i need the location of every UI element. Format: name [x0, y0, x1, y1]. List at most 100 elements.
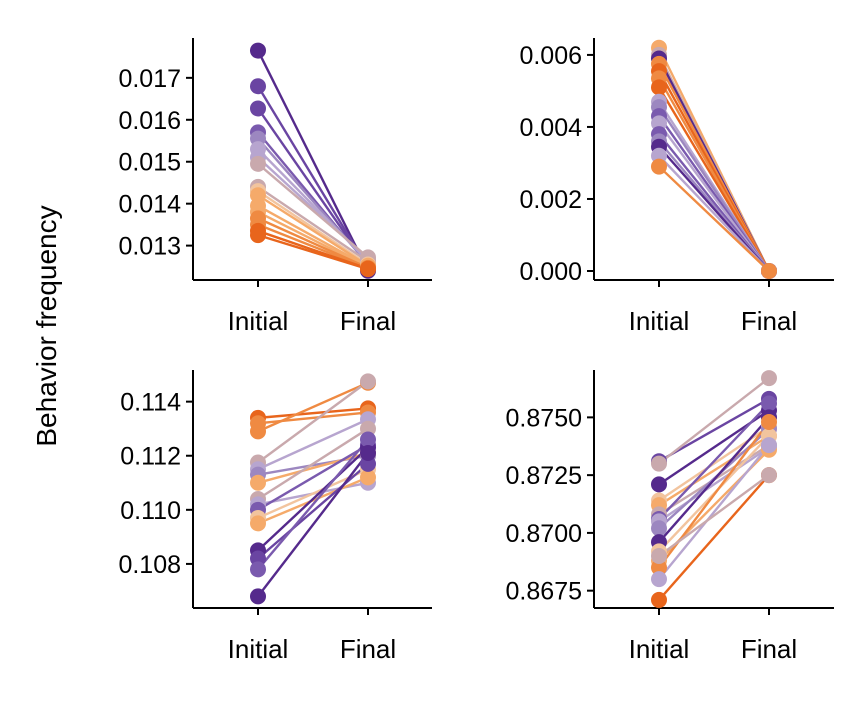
series-line [257, 162, 369, 259]
data-point [651, 520, 667, 537]
data-point [250, 155, 266, 172]
series-line [257, 418, 369, 471]
panel-bottom-right: 0.8675 0.8700 0.8725 0.8750 Initial Final [506, 370, 834, 664]
y-tick-label: 0.013 [118, 233, 181, 261]
data-point [360, 431, 376, 448]
series-line [658, 444, 770, 580]
data-point [651, 455, 667, 472]
y-tick-label: 0.016 [118, 107, 181, 135]
series-group [250, 42, 376, 279]
data-point [360, 469, 376, 486]
series-line [257, 452, 369, 598]
x-tick-label: Initial [228, 306, 289, 336]
series-line [257, 411, 369, 425]
series-line [257, 217, 369, 269]
series-line [257, 462, 369, 560]
data-point [651, 571, 667, 588]
series-line [257, 210, 369, 269]
data-point [250, 100, 266, 117]
y-tick-label: 0.014 [118, 191, 181, 219]
y-tick-label: 0.108 [118, 551, 181, 579]
y-tick-label: 0.8750 [506, 404, 582, 432]
x-tick-label: Final [741, 634, 797, 664]
panel-bottom-left: 0.108 0.110 0.112 0.114 Initial Final [118, 370, 432, 664]
series-line [257, 194, 369, 267]
series-line [256, 85, 370, 269]
y-tick-label: 0.8675 [506, 578, 582, 606]
series-line [257, 380, 369, 464]
data-point [651, 79, 667, 96]
data-point [250, 561, 266, 578]
series-line [658, 474, 770, 601]
series-line [658, 446, 770, 523]
data-point [250, 423, 266, 440]
y-tick-label: 0.8725 [506, 462, 582, 490]
data-point [651, 591, 667, 608]
series-line [658, 416, 770, 543]
y-tick-label: 0.110 [120, 497, 181, 525]
data-point [761, 370, 777, 387]
series-line [257, 438, 369, 571]
x-tick-label: Initial [228, 634, 289, 664]
data-point [761, 467, 777, 484]
series-line [658, 474, 770, 557]
series-line [657, 86, 771, 272]
series-line [257, 223, 369, 270]
data-point [250, 588, 266, 605]
data-point [250, 474, 266, 491]
y-tick-label: 0.000 [519, 258, 582, 286]
series-line [658, 377, 770, 465]
series-line [257, 427, 369, 501]
data-point [651, 476, 667, 493]
x-tick-label: Initial [629, 306, 690, 336]
series-group [250, 373, 376, 605]
y-tick-label: 0.112 [120, 443, 181, 471]
data-point [250, 78, 266, 95]
series-line [257, 190, 369, 266]
x-tick-label: Final [741, 306, 797, 336]
x-tick-label: Initial [629, 634, 690, 664]
data-point [360, 373, 376, 390]
y-tick-label: 0.006 [519, 42, 582, 70]
series-line [257, 443, 369, 511]
data-point [761, 413, 777, 430]
data-point [360, 445, 376, 462]
data-point [250, 515, 266, 532]
y-axis-label: Behavior frequency [31, 205, 62, 446]
data-point [250, 227, 266, 244]
panel-top-right: 0.000 0.002 0.004 0.006 Initial Final [519, 38, 834, 336]
series-line [658, 397, 770, 463]
data-point [250, 42, 266, 59]
y-tick-label: 0.114 [120, 389, 181, 417]
series-line [658, 165, 770, 272]
series-line [257, 204, 369, 268]
panel-top-left: 0.013 0.014 0.015 0.016 0.017 Initial Final [118, 38, 432, 336]
x-tick-label: Final [340, 306, 396, 336]
y-tick-label: 0.017 [118, 65, 181, 93]
data-point [651, 548, 667, 565]
y-tick-label: 0.8700 [506, 520, 582, 548]
data-point [651, 158, 667, 175]
series-line [658, 154, 770, 272]
series-line [257, 407, 369, 420]
data-point [761, 395, 777, 412]
data-point [761, 437, 777, 454]
data-point [360, 261, 376, 278]
series-line [257, 446, 369, 552]
series-line [257, 185, 369, 263]
y-tick-label: 0.004 [519, 114, 582, 142]
series-group [651, 370, 777, 608]
series-line [658, 402, 770, 520]
series-line [257, 233, 369, 271]
y-tick-label: 0.002 [519, 186, 582, 214]
series-line [257, 451, 369, 484]
series-line [257, 381, 369, 433]
y-tick-label: 0.015 [118, 149, 181, 177]
series-group [651, 39, 777, 279]
series-line [256, 50, 370, 272]
data-point [761, 262, 777, 279]
x-tick-label: Final [340, 634, 396, 664]
data-point [651, 559, 667, 576]
